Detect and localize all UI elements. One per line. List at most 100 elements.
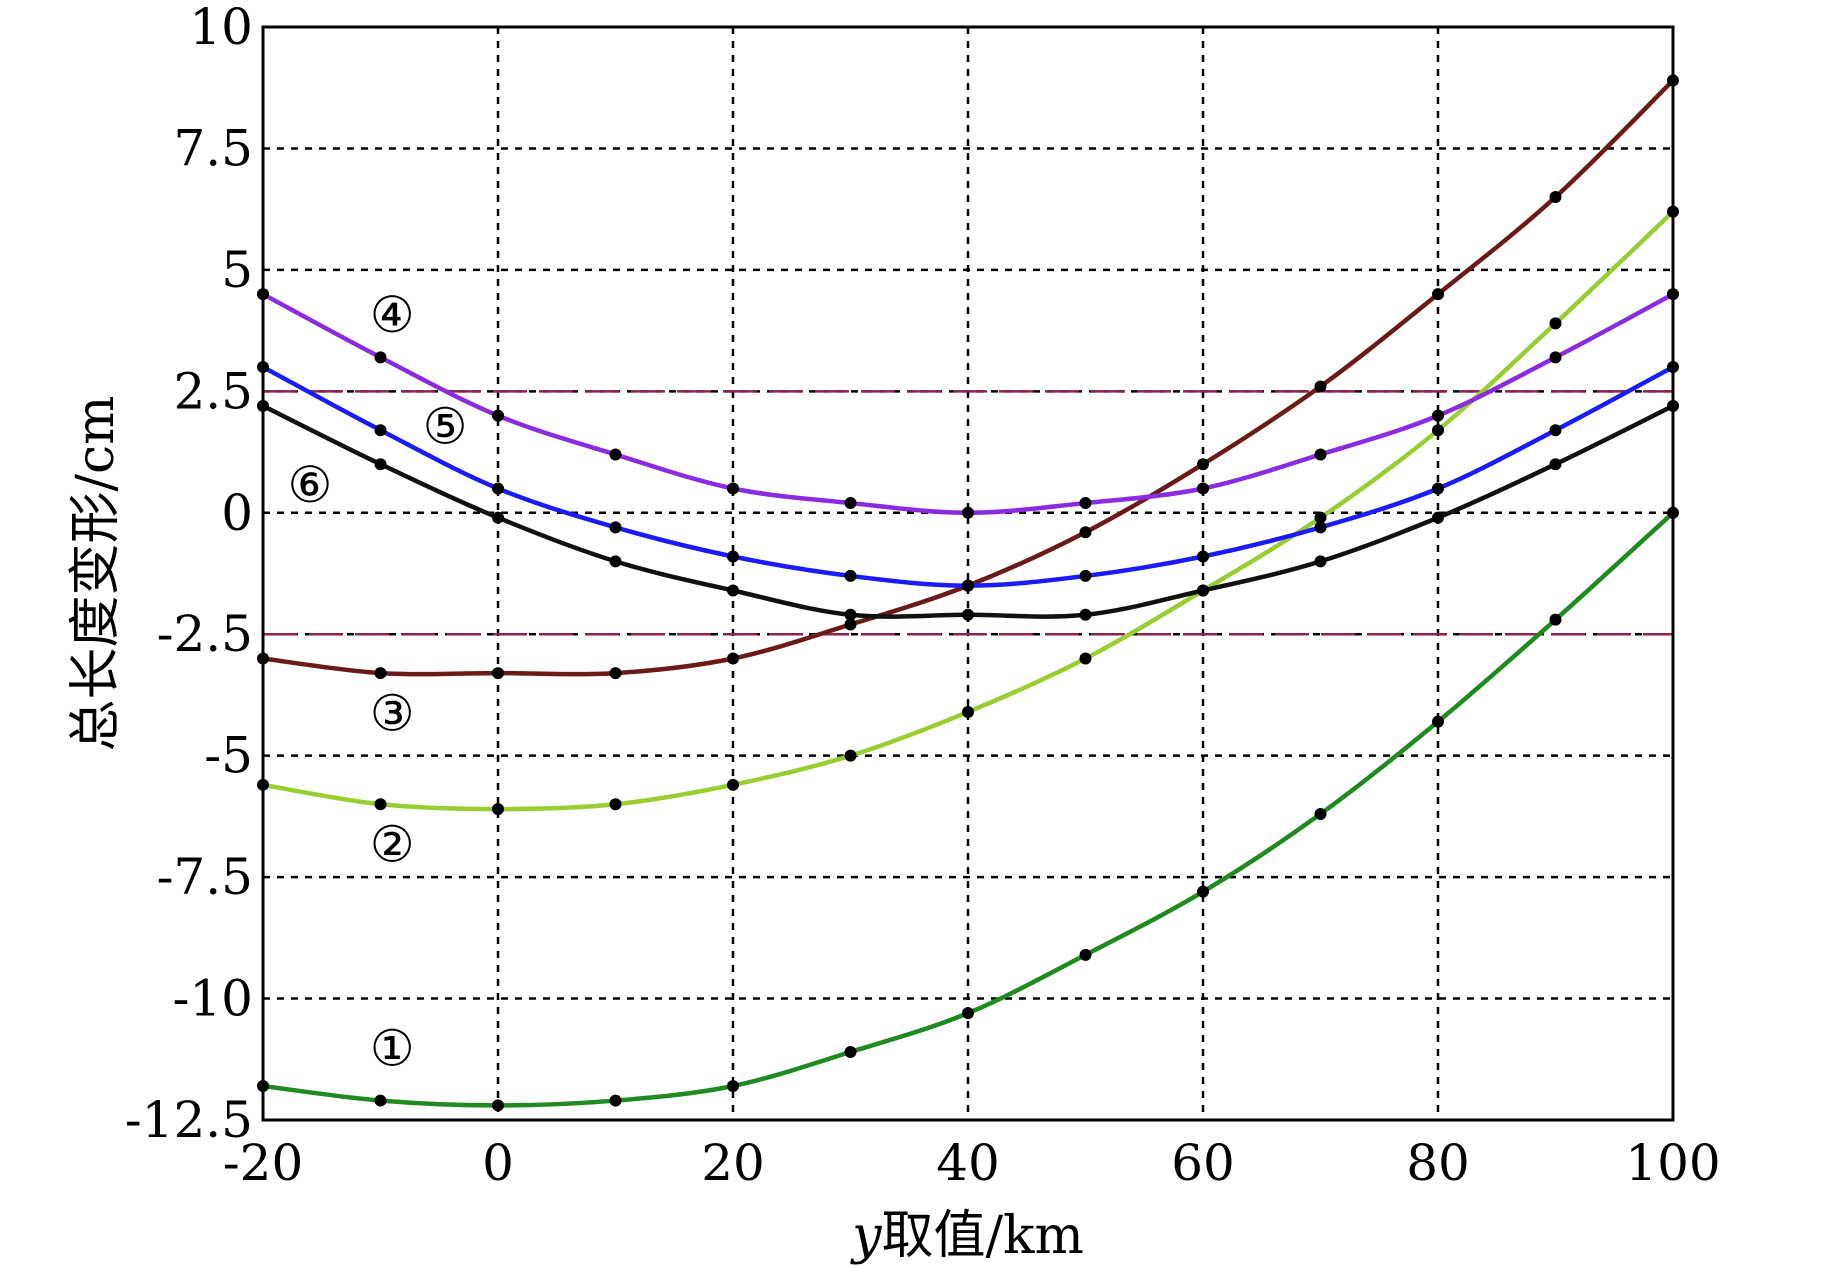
data-point — [962, 579, 974, 592]
data-point — [1314, 807, 1327, 820]
data-point — [374, 424, 387, 437]
data-point — [844, 1045, 857, 1058]
data-point — [727, 550, 739, 563]
data-point — [1197, 458, 1209, 471]
y-tick-label: 2.5 — [173, 362, 253, 420]
data-point — [1197, 550, 1209, 563]
y-axis-title: 总长度变形/cm — [66, 396, 126, 752]
y-tick-label: 7.5 — [173, 119, 253, 177]
data-point — [1432, 715, 1444, 728]
x-tick-label: -20 — [223, 1134, 304, 1192]
data-point — [1549, 351, 1562, 364]
data-point — [1079, 608, 1092, 621]
data-point — [844, 618, 857, 631]
x-tick-label: 40 — [936, 1134, 1000, 1192]
x-axis-title: y取值/km — [850, 1206, 1084, 1266]
data-point — [1079, 526, 1092, 539]
data-point — [492, 482, 504, 495]
reference-lines — [263, 390, 1673, 636]
data-point — [1549, 613, 1562, 626]
series-1 — [257, 506, 1679, 1112]
y-tick-label: -2.5 — [157, 605, 253, 663]
data-point — [1314, 448, 1327, 461]
curve-label: ⑤ — [423, 398, 468, 456]
data-point — [962, 705, 974, 718]
data-point — [374, 351, 387, 364]
data-point — [727, 482, 739, 495]
data-point — [609, 555, 622, 568]
y-tick-label: -5 — [204, 727, 253, 785]
series-5 — [257, 361, 1679, 592]
tick-labels: -20 0 20 40 60 80 100 10 7.5 5 2.5 0 -2.5 -5 -7.5 -10 -1… — [125, 0, 1721, 1192]
data-point — [1432, 482, 1444, 495]
data-point — [492, 409, 504, 422]
data-point — [1314, 511, 1327, 524]
data-point — [727, 778, 739, 791]
data-point — [1197, 584, 1209, 597]
series-6 — [257, 399, 1679, 621]
data-point — [844, 749, 857, 762]
data-point — [609, 667, 622, 680]
data-point — [844, 608, 857, 621]
data-point — [609, 1094, 622, 1107]
x-tick-label: 60 — [1171, 1134, 1235, 1192]
data-point — [1079, 652, 1092, 665]
data-point — [492, 803, 504, 816]
x-tick-label: 100 — [1625, 1134, 1720, 1192]
plot-frame — [261, 25, 1675, 1122]
data-point — [1549, 458, 1562, 471]
data-point — [609, 448, 622, 461]
data-point — [1314, 380, 1327, 393]
data-point — [492, 1099, 504, 1112]
data-point — [1079, 497, 1092, 510]
x-tick-label: 0 — [482, 1134, 514, 1192]
series-3 — [257, 74, 1679, 680]
grid — [263, 27, 1673, 1120]
data-point — [374, 458, 387, 471]
data-point — [1079, 948, 1092, 961]
data-point — [962, 506, 974, 519]
y-tick-label: 5 — [221, 241, 253, 299]
curve-label: ④ — [370, 286, 415, 344]
series-line — [262, 209, 1675, 812]
data-point — [1314, 555, 1327, 568]
data-point — [727, 1079, 739, 1092]
x-axis-title-rest: 取值/km — [882, 1206, 1084, 1266]
data-point — [374, 1094, 387, 1107]
data-point — [492, 667, 504, 680]
data-point — [1079, 569, 1092, 582]
data-point — [1197, 885, 1209, 898]
y-tick-label: 10 — [189, 0, 253, 56]
data-point — [374, 667, 387, 680]
plot-border — [261, 25, 1675, 1122]
data-point — [609, 521, 622, 534]
data-point — [1432, 424, 1444, 437]
data-point — [844, 497, 857, 510]
series-line — [262, 78, 1675, 677]
data-point — [1549, 191, 1562, 204]
series-layer — [257, 74, 1679, 1112]
series-line — [262, 511, 1675, 1108]
data-point — [727, 584, 739, 597]
curve-label: ② — [370, 815, 415, 873]
curve-label: ③ — [370, 684, 415, 742]
data-point — [1549, 317, 1562, 330]
y-tick-label: -10 — [172, 970, 253, 1028]
data-point — [1197, 482, 1209, 495]
y-tick-label: -7.5 — [157, 848, 253, 906]
data-point — [1549, 424, 1562, 437]
data-point — [609, 798, 622, 811]
x-tick-label: 20 — [701, 1134, 765, 1192]
data-point — [1432, 409, 1444, 422]
data-point — [1314, 521, 1327, 534]
curve-labels: ① ② ③ ④⑤ ⑥ — [288, 286, 468, 1078]
data-point — [962, 1007, 974, 1020]
data-point — [1432, 288, 1444, 301]
data-point — [727, 652, 739, 665]
data-point — [374, 798, 387, 811]
x-tick-label: 80 — [1406, 1134, 1470, 1192]
y-tick-label: 0 — [221, 484, 253, 542]
curve-label: ① — [370, 1019, 415, 1077]
curve-label: ⑥ — [288, 456, 333, 514]
